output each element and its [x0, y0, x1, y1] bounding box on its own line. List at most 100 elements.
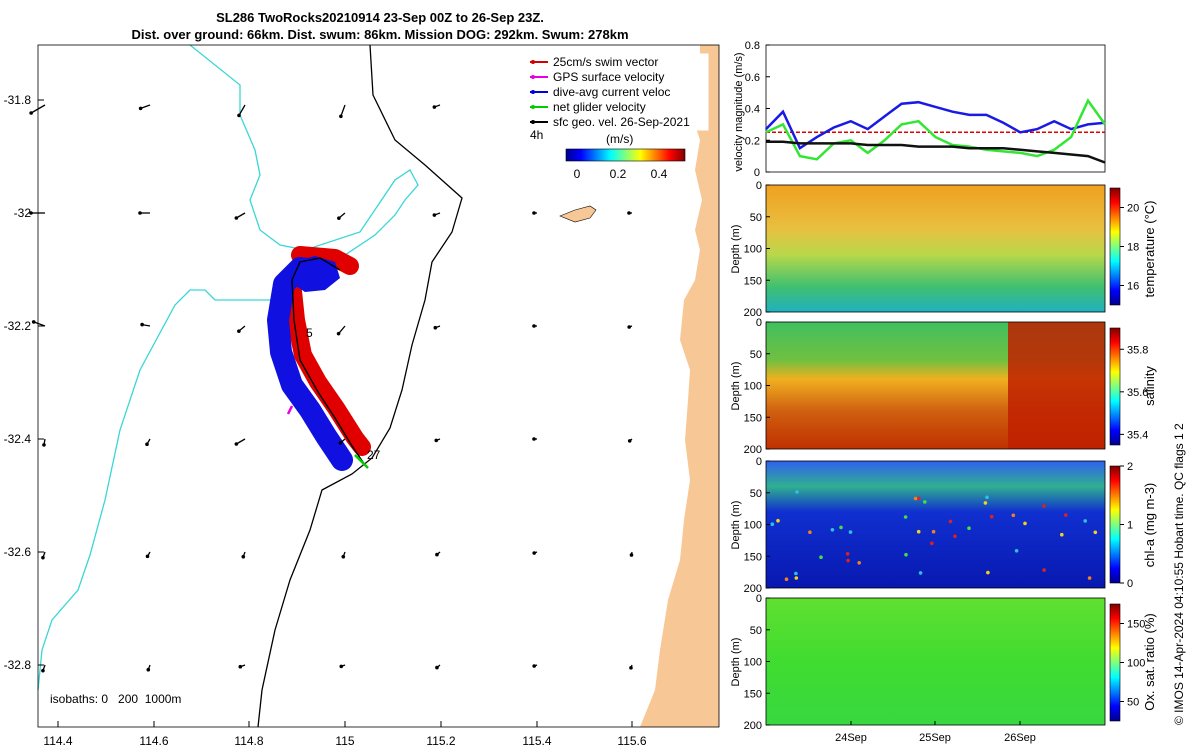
- chl-panel: [766, 461, 1105, 588]
- geo-arrow-head: [241, 554, 246, 559]
- chl-dot: [986, 570, 990, 575]
- geo-arrow-head: [627, 439, 632, 443]
- colorbar-label: Ox. sat. ratio (%): [1142, 613, 1157, 711]
- legend-label: net glider velocity: [553, 100, 646, 114]
- geo-arrow-head: [432, 213, 437, 217]
- chl-dot: [1087, 576, 1092, 580]
- geo-arrow-head: [41, 668, 45, 673]
- colorbar-label: salinity: [1142, 366, 1157, 406]
- depth-tick-label: 50: [750, 349, 762, 361]
- map-ytick-label: -32.2: [4, 319, 32, 333]
- depth-tick-label: 50: [750, 625, 762, 637]
- depth-tick-label: 150: [744, 688, 762, 700]
- map-axis-ticks: 114.4 114.6 114.8 115 115.2 115.4 115.6 -31.8 -3…: [4, 93, 647, 748]
- velocity-ytick-label: 0: [754, 167, 760, 179]
- colorbar-tick-label: 50: [1127, 697, 1139, 709]
- net-velocity-marker: [354, 454, 369, 469]
- legend-label: GPS surface velocity: [553, 70, 664, 84]
- depth-tick-label: 100: [744, 657, 762, 669]
- chl-dot: [967, 526, 971, 530]
- depth-tick-label: 150: [744, 275, 762, 287]
- depth-axis-label: Depth (m): [730, 501, 742, 550]
- geo-arrow-head: [532, 324, 536, 328]
- map-xtick-label: 114.6: [139, 734, 168, 748]
- chl-dot: [845, 552, 850, 556]
- map-xtick-label: 115.4: [522, 734, 551, 748]
- geo-arrow-head: [41, 555, 45, 560]
- chl-dot: [983, 501, 988, 505]
- geo-arrow-head: [234, 442, 239, 446]
- chl-dot: [794, 571, 798, 576]
- chl-dot: [776, 518, 780, 523]
- legend-marker: [531, 75, 535, 79]
- geo-arrow-head: [433, 325, 438, 330]
- map-xtick-label: 115.2: [426, 734, 455, 748]
- geo-arrow-shaft: [33, 321, 46, 327]
- velocity-ylabel: velocity magnitude (m/s): [733, 52, 745, 171]
- gps-velocity-marker: [286, 405, 294, 415]
- geo-arrow-head: [435, 665, 439, 670]
- chl-dot: [916, 529, 921, 534]
- velocity-series-line: [766, 140, 1106, 164]
- chl-dot: [808, 530, 812, 534]
- geo-arrow-head: [629, 553, 634, 557]
- chl-dot: [913, 496, 918, 501]
- depth-tick-label: 0: [756, 317, 762, 329]
- colorbar-tick-label: 18: [1127, 242, 1139, 254]
- chl-dot: [1011, 513, 1016, 518]
- map-colorbar-tick-0: 0: [574, 167, 581, 181]
- legend-marker: [531, 105, 535, 109]
- credit-imos: © IMOS 14-Apr-2024 04:10:55 Hobart time.: [1172, 493, 1186, 725]
- colorbar-label: temperature (°C): [1142, 201, 1157, 298]
- chl-dot: [794, 576, 799, 580]
- geo-arrow-head: [337, 216, 341, 220]
- glider-track: [291, 257, 366, 466]
- legend-label: 25cm/s swim vector: [553, 55, 658, 69]
- chl-dot: [795, 490, 799, 494]
- salinity-panel: [766, 322, 1105, 449]
- geo-arrow-shaft: [340, 104, 346, 117]
- chl-heatmap: [766, 461, 1105, 588]
- chl-dot: [1042, 504, 1046, 508]
- track-label-27: 27: [367, 448, 381, 462]
- depth-tick-label: 50: [750, 212, 762, 224]
- depth-tick-label: 200: [744, 444, 762, 456]
- geo-arrow-head: [237, 329, 241, 333]
- map-colorbar-tick-2: 0.4: [651, 167, 668, 181]
- chl-dot: [904, 552, 908, 557]
- legend-marker: [531, 120, 535, 124]
- colorbar-tick-label: 35.8: [1127, 344, 1148, 356]
- geo-arrow-head: [146, 667, 151, 672]
- chl-dot: [989, 514, 994, 519]
- credit-text: © IMOS 14-Apr-2024 04:10:55 Hobart time.…: [1172, 423, 1186, 725]
- geo-arrow-head: [29, 211, 33, 215]
- depth-tick-label: 200: [744, 583, 762, 595]
- chl-dot: [830, 528, 835, 532]
- depth-tick-label: 50: [750, 488, 762, 500]
- map-xtick-label: 115: [335, 734, 354, 748]
- depth-tick-label: 200: [744, 307, 762, 319]
- land-area: [640, 45, 719, 727]
- depth-tick-label: 0: [756, 593, 762, 605]
- geo-arrow-head: [629, 666, 633, 670]
- chl-dot: [903, 515, 908, 519]
- date-tick-label: 26Sep: [1004, 732, 1036, 744]
- geo-arrow-head: [234, 216, 239, 220]
- map-ytick-label: -32.4: [4, 432, 32, 446]
- chart-title-line2: Dist. over ground: 66km. Dist. swum: 86k…: [131, 27, 629, 42]
- date-tick-label: 24Sep: [835, 732, 867, 744]
- map-colorbar: [565, 148, 686, 162]
- map-ytick-label: -31.8: [4, 93, 32, 107]
- velocity-ytick-label: 0.4: [745, 104, 760, 116]
- colorbar-tick-label: 100: [1127, 658, 1145, 670]
- map-frame: [37, 44, 720, 728]
- map-ytick-label: -32.8: [4, 658, 32, 672]
- geostrophic-velocity-arrows: [29, 103, 634, 673]
- chl-dot: [918, 571, 923, 575]
- velocity-panel: 0 0.2 0.4 0.6 0.8 velocity magnitude (m/s): [733, 40, 1107, 179]
- colorbar-tick-label: 1: [1127, 520, 1133, 532]
- depth-tick-label: 200: [744, 720, 762, 732]
- geo-arrow-head: [532, 211, 536, 215]
- chl-dot: [1064, 513, 1068, 517]
